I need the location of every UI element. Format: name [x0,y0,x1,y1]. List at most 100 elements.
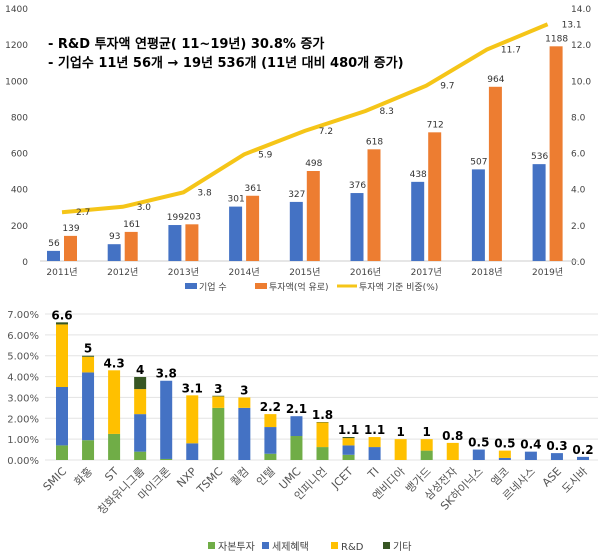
legend-swatch [185,283,197,289]
bar-segment-1 [498,457,511,460]
bar-segment-2 [186,395,199,444]
legend-swatch [331,542,338,549]
y-tick-label: 6.00% [7,331,39,342]
x-tick-label: 2016년 [350,267,381,278]
bar-segment-0 [108,433,121,460]
bar-investment [64,235,77,261]
bar-segment-0 [316,447,329,460]
annotation-2: - 기업수 11년 56개 → 19년 536개 (11년 대비 480개 증가… [48,56,404,71]
total-label: 1.1 [338,423,359,437]
bar-investment [367,149,381,261]
y-tick-label: 0 [22,258,28,268]
line-data-label: 5.9 [258,150,273,160]
y-tick-label: 600 [11,150,28,160]
bar-company-count [289,201,303,261]
bar-segment-2 [264,414,277,428]
bar-segment-2 [420,439,433,451]
line-data-label: 9.7 [440,82,454,92]
total-label: 3.1 [182,381,203,395]
data-label: 536 [531,152,548,162]
legend-label: 투자액(억 유로) [269,281,329,293]
y-tick-label: 1200 [5,41,28,51]
bar-segment-0 [290,436,303,460]
bar-segment-3 [212,395,225,397]
total-label: 5 [84,342,92,356]
total-label: 1.1 [364,423,385,437]
y2-tick-label: 0.0 [571,258,586,268]
legend-swatch [383,542,390,549]
y-tick-label: 5.00% [7,352,39,363]
bar-segment-1 [238,407,251,460]
bar-investment [185,224,199,261]
y-tick-label: 1400 [5,5,28,15]
data-label: 498 [305,159,322,169]
x-tick-label: 퀄컴 [228,465,252,489]
x-tick-label: 2017년 [411,267,442,278]
line-data-label: 11.7 [501,46,521,56]
total-label: 1 [423,425,431,439]
bar-company-count [350,193,364,261]
data-label: 376 [349,181,366,191]
bar-segment-2 [394,439,407,460]
bar-segment-0 [134,451,147,460]
total-label: 4.3 [103,356,124,370]
line-data-label: 3.8 [197,188,212,198]
y2-tick-label: 10.0 [571,77,591,87]
total-label: 1.8 [312,408,333,422]
bar-segment-1 [160,380,173,459]
bar-company-count [107,244,121,261]
data-label: 507 [470,157,487,167]
line-data-label: 13.1 [562,20,582,30]
legend-label: 기업 수 [199,282,227,293]
data-label: 712 [427,120,444,130]
x-tick-label: 도시바 [559,465,590,496]
bar-segment-0 [264,453,277,460]
bar-segment-2 [134,389,147,415]
total-label: 0.8 [442,429,463,443]
x-tick-label: 인텔 [254,465,278,489]
bar-segment-0 [82,440,95,460]
x-tick-label: ST [102,465,121,484]
bar-segment-1 [264,427,277,454]
bar-segment-1 [368,447,381,460]
legend-label: 투자액 기준 비중(%) [359,281,438,293]
bar-segment-2 [498,450,511,458]
bar-investment [306,171,320,261]
data-label: 618 [366,137,383,147]
data-label: 139 [62,224,79,234]
y2-tick-label: 2.0 [571,222,586,232]
bar-investment [124,231,138,261]
total-label: 0.5 [468,436,489,450]
data-label: 161 [123,220,140,230]
y-tick-label: 4.00% [7,373,39,384]
x-tick-label: 화홍 [71,464,95,488]
x-tick-label: 2011년 [46,267,77,278]
bar-segment-2 [212,396,225,408]
bar-segment-2 [238,397,251,408]
bar-segment-2 [446,442,459,460]
y2-tick-label: 4.0 [571,186,586,196]
bar-segment-2 [108,370,121,434]
bar-investment [488,86,502,261]
y-tick-label: 200 [11,222,28,232]
annotation-1: - R&D 투자액 연평균( 11~19년) 30.8% 증가 [48,37,325,52]
x-tick-label: 2015년 [289,267,320,278]
data-label: 199 [167,213,184,223]
data-label: 327 [288,190,305,200]
data-label: 361 [245,184,262,194]
bar-company-count [411,181,425,261]
total-label: 2.1 [286,402,307,416]
y2-tick-label: 6.0 [571,150,586,160]
subsidy-ratio-chart: 0.00% 1.00% 2.00% 3.00% 4.00% 5.00% 6.00% 7.00%… [7,308,598,553]
x-tick-label: 2013년 [168,267,199,278]
x-tick-label: TI [365,465,382,482]
x-tick-label: SMIC [41,465,70,494]
bar-segment-0 [420,450,433,460]
y-tick-label: 1000 [5,77,28,87]
bar-segment-1 [342,445,355,455]
y-tick-label: 800 [11,113,28,123]
data-label: 56 [48,239,60,249]
x-tick-label: JCET [328,465,355,492]
rd-investment-chart: 0 200 400 600 800 1000 1200 1400 0.0 2.0 4.0 6.0 8.0… [5,5,591,293]
line-share [61,22,549,215]
